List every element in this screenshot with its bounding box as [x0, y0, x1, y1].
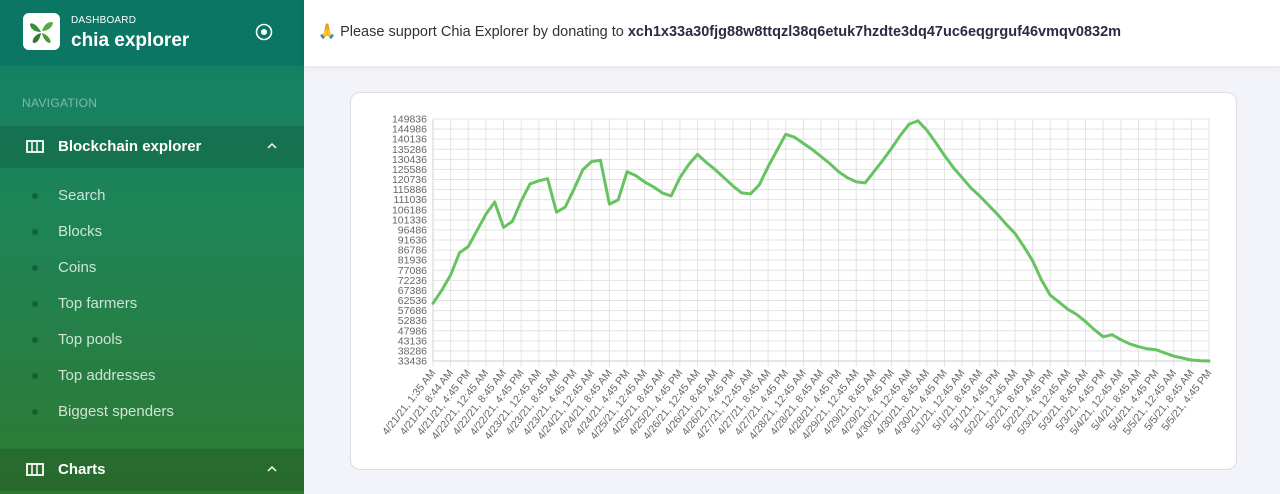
- bullet: [32, 373, 38, 379]
- section-title: Blockchain explorer: [58, 138, 202, 155]
- y-tick-label: 106186: [392, 204, 427, 216]
- chart: 3343638286431364798652836576866253667386…: [380, 114, 1214, 443]
- y-tick-label: 86786: [398, 245, 427, 257]
- y-tick-label: 38286: [398, 345, 427, 357]
- y-tick-label: 67386: [398, 285, 427, 297]
- y-tick-label: 81936: [398, 255, 427, 267]
- y-tick-label: 115886: [393, 184, 427, 196]
- y-tick-label: 149836: [392, 114, 427, 126]
- bullet: [32, 337, 38, 343]
- y-tick-label: 47986: [398, 325, 427, 337]
- table-icon: [26, 463, 44, 476]
- banner-text: Please support Chia Explorer by donating…: [340, 24, 624, 40]
- donation-banner: 🙏 Please support Chia Explorer by donati…: [318, 23, 1121, 40]
- y-tick-label: 96486: [398, 224, 427, 236]
- nav-item-label: Coins: [58, 259, 97, 276]
- bullet: [32, 229, 38, 235]
- nav-item-label: Blocks: [58, 223, 103, 240]
- table-icon: [26, 140, 44, 153]
- y-tick-label: 125586: [392, 164, 427, 176]
- y-tick-label: 62536: [398, 295, 427, 307]
- y-tick-label: 140136: [392, 134, 427, 146]
- bullet: [32, 301, 38, 307]
- nav-item[interactable]: Biggest spenders: [0, 394, 304, 430]
- nav-item[interactable]: Top farmers: [0, 286, 304, 322]
- top-bar: 🙏 Please support Chia Explorer by donati…: [304, 0, 1280, 66]
- brand-bar: DASHBOARD chia explorer: [0, 0, 304, 66]
- logo[interactable]: [23, 13, 60, 50]
- y-tick-label: 52836: [398, 315, 427, 327]
- y-tick-label: 111036: [394, 194, 428, 206]
- chevron: [267, 142, 277, 149]
- nav-item-label: Top farmers: [58, 295, 138, 312]
- chevron: [267, 465, 277, 472]
- bullet: [32, 409, 38, 415]
- y-tick-label: 120736: [392, 174, 427, 186]
- y-tick-label: 33436: [398, 356, 427, 368]
- nav-item-label: Biggest spenders: [58, 403, 174, 420]
- y-tick-label: 135286: [392, 144, 427, 156]
- data-line: [431, 119, 1211, 363]
- nav-item-label: Top addresses: [58, 367, 156, 384]
- y-tick-label: 43136: [398, 335, 427, 347]
- nav-heading: NAVIGATION: [22, 96, 98, 110]
- chart-card: 33436 38286 43136 47986 52836 57686 62536 67386…: [350, 92, 1237, 470]
- bullet: [32, 265, 38, 271]
- nav-item[interactable]: Top addresses: [0, 358, 304, 394]
- nav-section[interactable]: Blockchain explorer: [0, 126, 304, 168]
- nav-item-label: Search: [58, 187, 106, 204]
- logo-icon: [29, 21, 53, 43]
- nav-item[interactable]: Search: [0, 178, 304, 214]
- y-tick-label: 57686: [398, 305, 427, 317]
- y-tick-label: 91636: [398, 235, 427, 247]
- y-tick-label: 77086: [398, 265, 427, 277]
- sidebar: DASHBOARD chia explorer NAVIGATION Block…: [0, 0, 304, 494]
- emoji: 🙏: [318, 24, 337, 40]
- brand-name[interactable]: chia explorer: [71, 30, 190, 51]
- nav-item[interactable]: Top pools: [0, 322, 304, 358]
- donation-address[interactable]: xch1x33a30fjg88w8ttqzl38q6etuk7hzdte3dq4…: [627, 24, 1122, 40]
- section-title: Charts: [58, 461, 106, 478]
- nav-item-label: Top pools: [58, 331, 123, 348]
- y-tick-label: 130436: [392, 154, 427, 166]
- nav-item[interactable]: Coins: [0, 250, 304, 286]
- dashboard-label: DASHBOARD: [71, 15, 137, 26]
- nav-section[interactable]: Charts: [0, 449, 304, 491]
- sidebar-toggle[interactable]: [255, 23, 273, 41]
- y-tick-label: 101336: [392, 214, 427, 226]
- y-tick-label: 72236: [398, 275, 427, 287]
- nav-item[interactable]: Blocks: [0, 214, 304, 250]
- bullet: [32, 193, 38, 199]
- y-tick-label: 144986: [392, 124, 427, 136]
